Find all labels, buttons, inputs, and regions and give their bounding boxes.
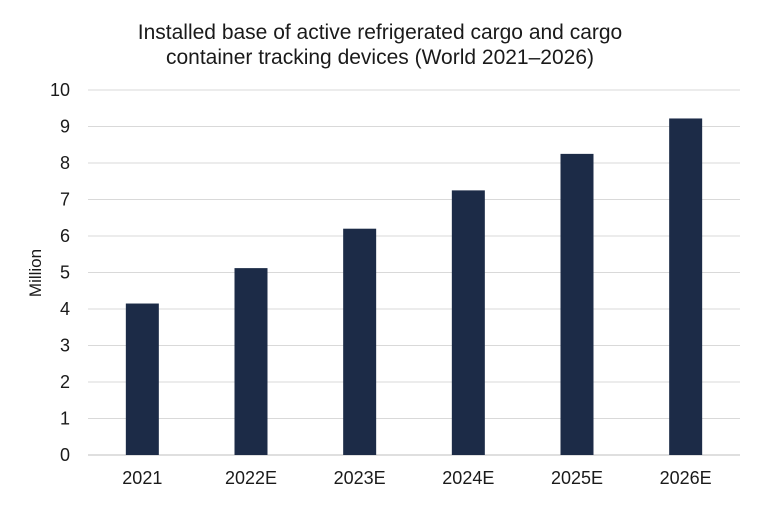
- y-tick-label: 10: [50, 80, 70, 100]
- bar-2025E: [560, 153, 594, 455]
- gridlines: [88, 89, 740, 456]
- y-axis-tick-labels: 0 1 2 3 4 5 6 7 8 9 10: [50, 80, 70, 465]
- y-tick-label: 4: [60, 299, 70, 319]
- y-axis-title: Million: [26, 249, 45, 297]
- bar-2023E: [343, 228, 377, 455]
- y-tick-label: 2: [60, 372, 70, 392]
- bar-2022E: [234, 268, 268, 455]
- y-tick-label: 5: [60, 263, 70, 283]
- bar-2021: [125, 303, 159, 455]
- x-axis-tick-labels: 2021 2022E 2023E 2024E 2025E 2026E: [122, 468, 711, 488]
- x-tick-label: 2025E: [551, 468, 603, 488]
- bar-2024E: [451, 190, 485, 455]
- x-tick-label: 2023E: [334, 468, 386, 488]
- x-tick-label: 2026E: [660, 468, 712, 488]
- y-tick-label: 0: [60, 445, 70, 465]
- bar-2026E: [669, 118, 703, 455]
- chart-title-line-2: container tracking devices (World 2021–2…: [165, 46, 595, 69]
- x-tick-label: 2022E: [225, 468, 277, 488]
- bars: [125, 118, 703, 455]
- y-tick-label: 9: [60, 117, 70, 137]
- chart-title: Installed base of active refrigerated ca…: [60, 20, 700, 70]
- y-tick-label: 1: [60, 409, 70, 429]
- x-tick-label: 2021: [122, 468, 162, 488]
- y-tick-label: 7: [60, 190, 70, 210]
- chart-title-line-1: Installed base of active refrigerated ca…: [137, 21, 623, 44]
- x-tick-label: 2024E: [442, 468, 494, 488]
- y-tick-label: 3: [60, 336, 70, 356]
- y-tick-label: 8: [60, 153, 70, 173]
- y-tick-label: 6: [60, 226, 70, 246]
